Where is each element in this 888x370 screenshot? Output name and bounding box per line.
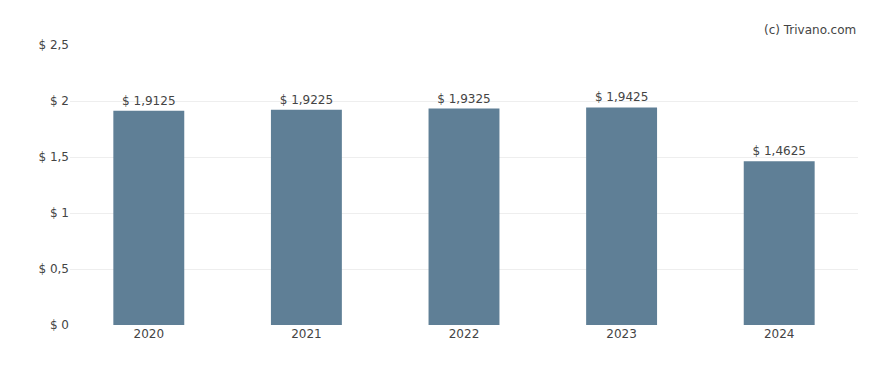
svg-text:$ 1: $ 1 <box>50 206 69 220</box>
svg-text:$ 0: $ 0 <box>50 318 69 332</box>
svg-text:$ 1,9325: $ 1,9325 <box>437 92 490 106</box>
svg-text:$ 1,9225: $ 1,9225 <box>280 93 333 107</box>
svg-text:$ 0,5: $ 0,5 <box>38 262 69 276</box>
svg-text:2022: 2022 <box>449 327 480 341</box>
svg-text:2023: 2023 <box>606 327 637 341</box>
svg-text:$ 1,4625: $ 1,4625 <box>752 144 805 158</box>
svg-text:2020: 2020 <box>134 327 165 341</box>
svg-text:(c) Trivano.com: (c) Trivano.com <box>764 23 856 37</box>
svg-text:$ 1,9125: $ 1,9125 <box>122 94 175 108</box>
svg-text:2024: 2024 <box>764 327 795 341</box>
svg-text:$ 2,5: $ 2,5 <box>38 38 69 52</box>
svg-text:2021: 2021 <box>291 327 322 341</box>
svg-text:$ 1,9425: $ 1,9425 <box>595 90 648 104</box>
svg-text:$ 1,5: $ 1,5 <box>38 150 69 164</box>
svg-text:$ 2: $ 2 <box>50 94 69 108</box>
